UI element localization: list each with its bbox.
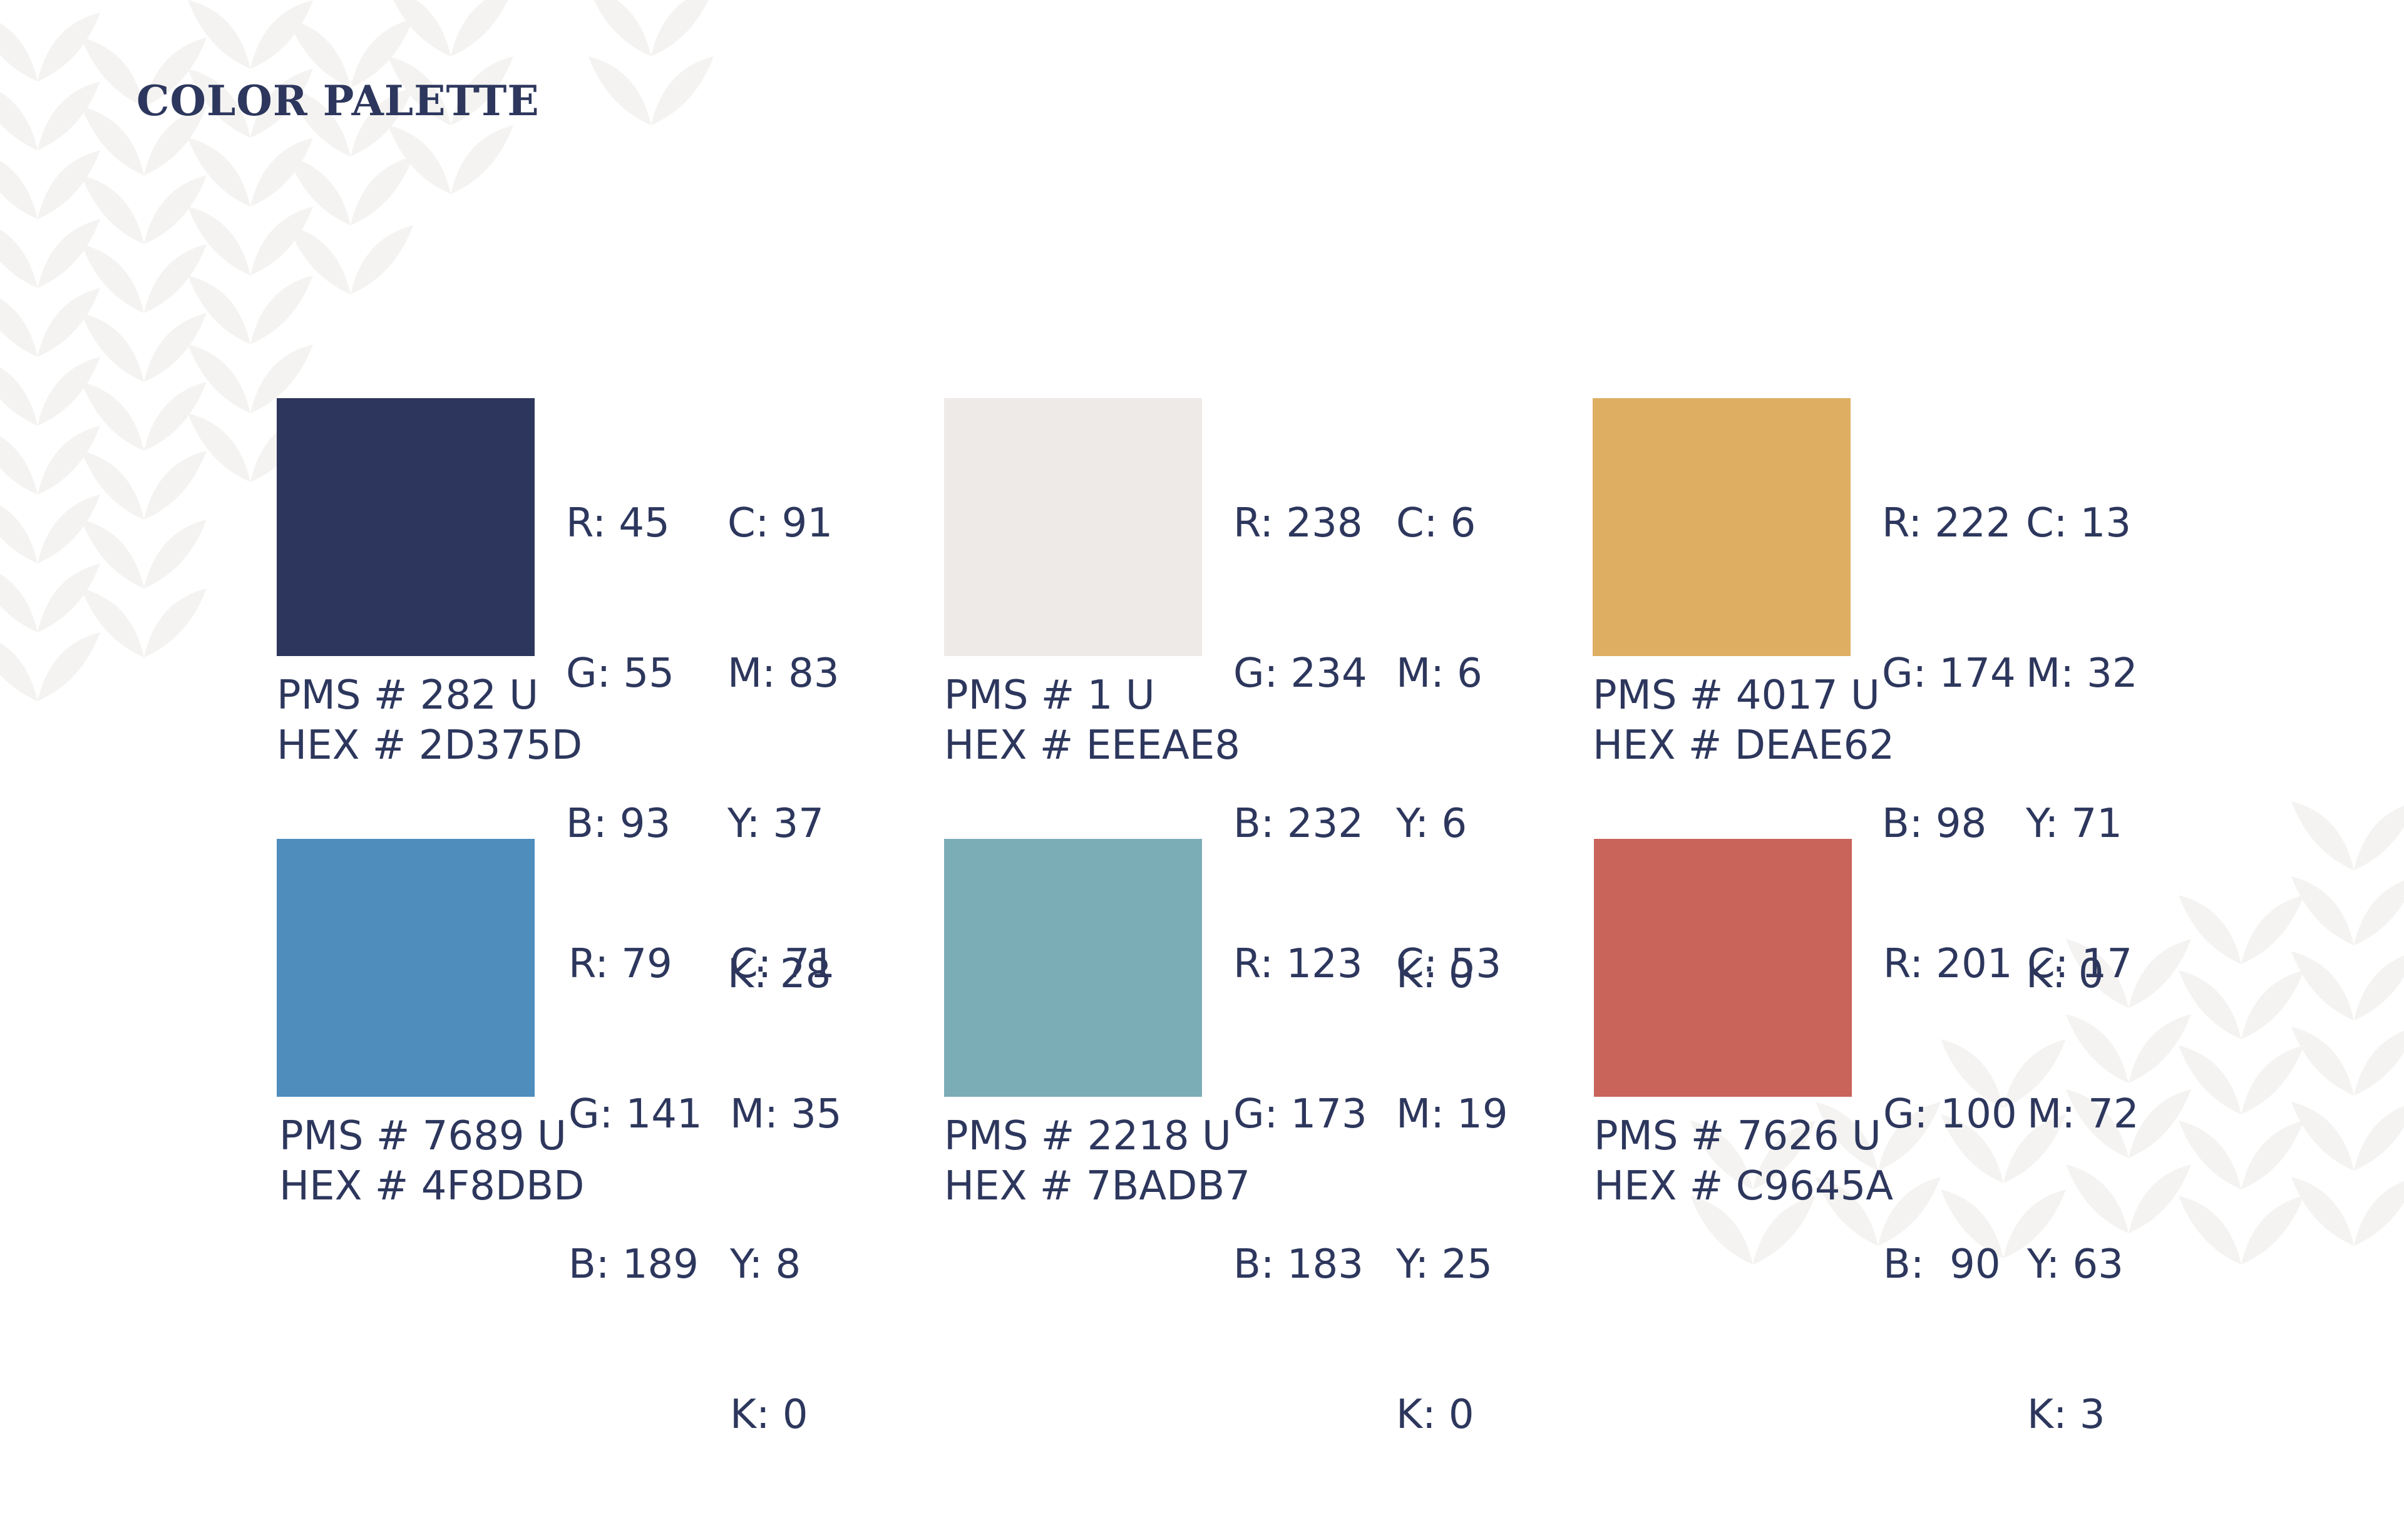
cmyk-c: C: 17 <box>2027 941 2133 987</box>
cmyk-m: M: 6 <box>1396 650 1482 697</box>
cmyk-m: M: 35 <box>730 1091 842 1137</box>
cmyk-c: C: 91 <box>727 500 833 547</box>
hex-code: HEX # C9645A <box>1594 1163 1894 1209</box>
cmyk-m: M: 32 <box>2026 650 2138 697</box>
rgb-r: R: 45 <box>566 500 670 547</box>
color-swatch <box>944 839 1202 1097</box>
hex-code: HEX # EEEAE8 <box>944 722 1240 769</box>
rgb-b: B: 183 <box>1233 1241 1364 1288</box>
cmyk-m: M: 19 <box>1396 1091 1508 1137</box>
pms-code: PMS # 1 U <box>944 672 1155 719</box>
cmyk-y: Y: 63 <box>2027 1241 2124 1288</box>
rgb-g: G: 173 <box>1233 1091 1367 1137</box>
pms-code: PMS # 7626 U <box>1594 1113 1881 1159</box>
cmyk-c: C: 6 <box>1396 500 1476 547</box>
rgb-values: R: 201 G: 100 B: 90 <box>1883 839 2017 1390</box>
color-codes: PMS # 1 U HEX # EEEAE8 <box>944 670 1240 771</box>
cmyk-values: C: 53 M: 19 Y: 25 K: 0 <box>1396 839 1508 1540</box>
color-card-light-gray: R: 238 G: 234 B: 232 C: 6 M: 6 Y: 6 K: 0… <box>944 398 1539 997</box>
cmyk-c: C: 71 <box>730 941 836 987</box>
rgb-b: B: 98 <box>1882 801 1987 847</box>
rgb-values: R: 123 G: 173 B: 183 <box>1233 839 1367 1390</box>
cmyk-y: Y: 6 <box>1396 801 1467 847</box>
rgb-b: B: 232 <box>1233 801 1364 847</box>
cmyk-values: C: 13 M: 32 Y: 71 K: 0 <box>2026 398 2138 1099</box>
pms-code: PMS # 4017 U <box>1593 672 1880 719</box>
rgb-r: R: 123 <box>1233 941 1363 987</box>
color-codes: PMS # 2218 U HEX # 7BADB7 <box>944 1111 1250 1211</box>
hex-code: HEX # 2D375D <box>277 722 583 769</box>
color-swatch <box>944 398 1202 656</box>
rgb-b: B: 93 <box>566 801 671 847</box>
cmyk-values: C: 71 M: 35 Y: 8 K: 0 <box>730 839 842 1540</box>
pms-code: PMS # 7689 U <box>279 1113 567 1159</box>
cmyk-m: M: 83 <box>727 650 840 697</box>
rgb-b: B: 189 <box>568 1241 699 1288</box>
rgb-g: G: 55 <box>566 650 674 697</box>
cmyk-y: Y: 37 <box>727 801 824 847</box>
color-card-navy: R: 45 G: 55 B: 93 C: 91 M: 83 Y: 37 K: 2… <box>277 398 871 997</box>
cmyk-k: K: 0 <box>1396 951 1474 997</box>
rgb-b: B: 90 <box>1883 1241 2001 1288</box>
color-codes: PMS # 282 U HEX # 2D375D <box>277 670 582 771</box>
color-swatch <box>277 398 535 656</box>
pms-code: PMS # 282 U <box>277 672 539 719</box>
hex-code: HEX # 4F8DBD <box>279 1163 585 1209</box>
cmyk-k: K: 3 <box>2027 1392 2105 1438</box>
color-codes: PMS # 4017 U HEX # DEAE62 <box>1593 670 1894 771</box>
color-swatch <box>277 839 535 1097</box>
cmyk-y: Y: 25 <box>1396 1241 1492 1288</box>
rgb-values: R: 238 G: 234 B: 232 <box>1233 398 1367 949</box>
cmyk-m: M: 72 <box>2027 1091 2139 1137</box>
cmyk-y: Y: 71 <box>2026 801 2122 847</box>
cmyk-k: K: 28 <box>727 951 831 997</box>
rgb-values: R: 45 G: 55 B: 93 <box>566 398 674 949</box>
rgb-g: G: 100 <box>1883 1091 2017 1137</box>
rgb-values: R: 79 G: 141 B: 189 <box>568 839 702 1390</box>
rgb-r: R: 238 <box>1233 500 1363 547</box>
rgb-values: R: 222 G: 174 B: 98 <box>1882 398 2016 949</box>
color-codes: PMS # 7626 U HEX # C9645A <box>1594 1111 1893 1211</box>
rgb-g: G: 234 <box>1233 650 1367 697</box>
rgb-r: R: 201 <box>1883 941 2013 987</box>
page-title: COLOR PALETTE <box>136 76 540 125</box>
rgb-g: G: 141 <box>568 1091 702 1137</box>
background-leaf-pattern <box>0 0 2404 1265</box>
rgb-g: G: 174 <box>1882 650 2016 697</box>
cmyk-k: K: 0 <box>730 1392 808 1438</box>
cmyk-k: K: 0 <box>1396 1392 1474 1438</box>
color-card-blue: R: 79 G: 141 B: 189 C: 71 M: 35 Y: 8 K: … <box>277 839 871 1438</box>
hex-code: HEX # 7BADB7 <box>944 1163 1251 1209</box>
color-codes: PMS # 7689 U HEX # 4F8DBD <box>279 1111 584 1211</box>
color-swatch <box>1593 398 1851 656</box>
cmyk-y: Y: 8 <box>730 1241 801 1288</box>
hex-code: HEX # DEAE62 <box>1593 722 1895 769</box>
rgb-r: R: 222 <box>1882 500 2011 547</box>
rgb-r: R: 79 <box>568 941 672 987</box>
cmyk-k: K: 0 <box>2026 951 2104 997</box>
color-swatch <box>1594 839 1852 1097</box>
cmyk-c: C: 53 <box>1396 941 1502 987</box>
color-card-red: R: 201 G: 100 B: 90 C: 17 M: 72 Y: 63 K:… <box>1594 839 2189 1438</box>
color-card-teal: R: 123 G: 173 B: 183 C: 53 M: 19 Y: 25 K… <box>944 839 1539 1438</box>
cmyk-values: C: 17 M: 72 Y: 63 K: 3 <box>2027 839 2139 1540</box>
color-card-gold: R: 222 G: 174 B: 98 C: 13 M: 32 Y: 71 K:… <box>1593 398 2187 997</box>
cmyk-values: C: 91 M: 83 Y: 37 K: 28 <box>727 398 840 1099</box>
pms-code: PMS # 2218 U <box>944 1113 1231 1159</box>
cmyk-c: C: 13 <box>2026 500 2132 547</box>
cmyk-values: C: 6 M: 6 Y: 6 K: 0 <box>1396 398 1482 1099</box>
